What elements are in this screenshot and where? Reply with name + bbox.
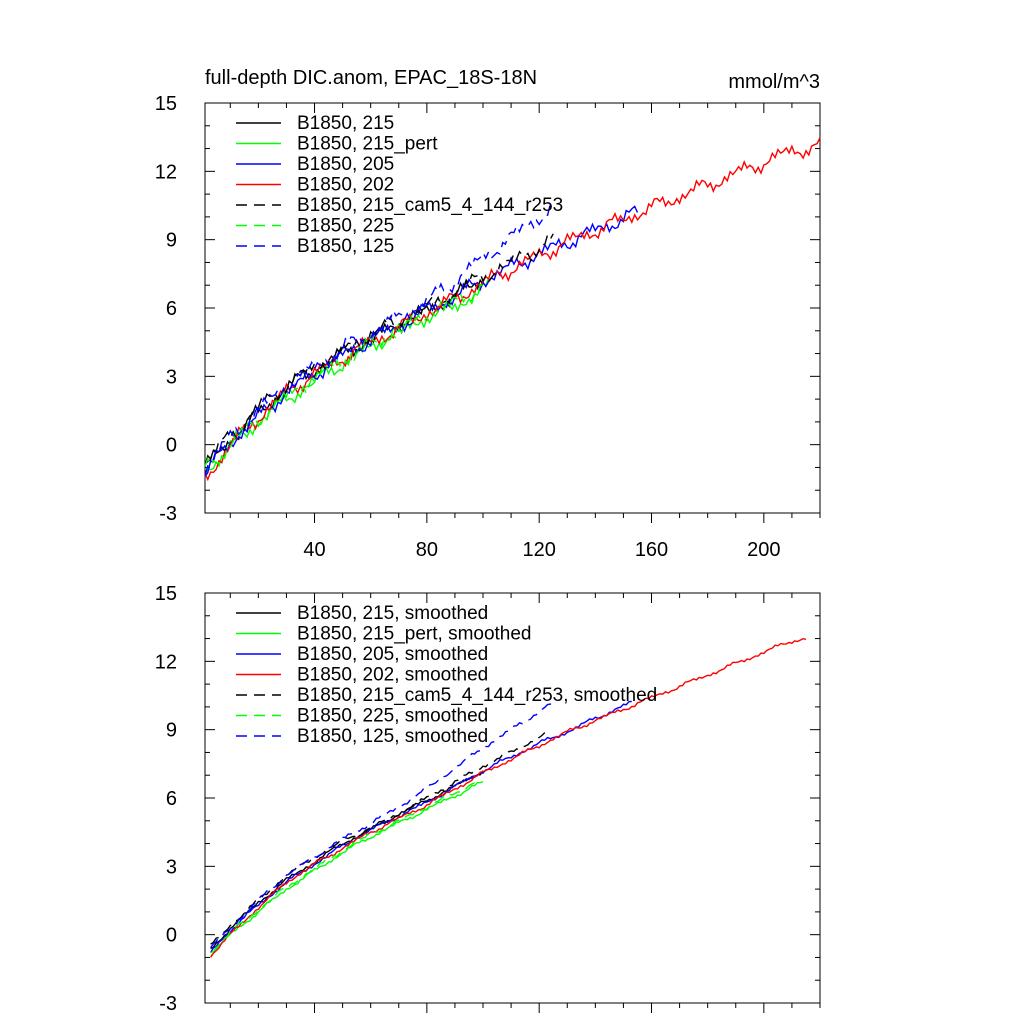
top-y-tick-label: 15 <box>155 93 177 115</box>
top-series-lines <box>204 137 821 482</box>
top-series-line-5 <box>204 232 554 465</box>
top-legend-label: B1850, 205 <box>297 154 394 175</box>
top-x-tick-label: 80 <box>416 539 438 561</box>
top-y-tick-label: 12 <box>155 161 177 183</box>
top-y-tick-label: 9 <box>166 230 177 252</box>
top-y-tick-label: 0 <box>166 435 177 457</box>
bottom-series-lines <box>209 637 807 958</box>
top-units-label: mmol/m^3 <box>728 71 820 93</box>
top-y-tick-label: 6 <box>166 298 177 320</box>
top-x-tick-label: 200 <box>747 539 780 561</box>
bottom-series-line-6 <box>210 778 478 954</box>
bottom-y-tick-label: 3 <box>166 856 177 878</box>
bottom-legend-label: B1850, 215, smoothed <box>297 603 488 624</box>
top-legend-label: B1850, 215 <box>297 113 394 134</box>
bottom-legend-label: B1850, 205, smoothed <box>297 644 488 665</box>
bottom-legend-label: B1850, 202, smoothed <box>297 665 488 686</box>
top-series-line-4 <box>204 137 821 482</box>
bottom-legend-label: B1850, 225, smoothed <box>297 706 488 727</box>
top-x-tick-label: 120 <box>522 539 555 561</box>
top-series-line-2 <box>204 277 490 477</box>
top-legend-label: B1850, 215_cam5_4_144_r253 <box>297 195 563 216</box>
bottom-legend-label: B1850, 215_pert, smoothed <box>297 624 532 645</box>
bottom-y-tick-label: 0 <box>166 925 177 947</box>
bottom-y-tick-label: 12 <box>155 651 177 673</box>
top-legend-label: B1850, 202 <box>297 175 394 196</box>
top-y-tick-label: 3 <box>166 366 177 388</box>
top-legend-label: B1850, 225 <box>297 216 394 237</box>
top-series-line-3 <box>204 205 639 478</box>
bottom-series-line-5 <box>210 732 546 945</box>
top-x-tick-label: 160 <box>635 539 668 561</box>
bottom-y-tick-label: -3 <box>159 993 177 1015</box>
top-series-line-7 <box>204 202 554 476</box>
bottom-series-line-2 <box>210 780 484 957</box>
top-panel: full-depth DIC.anom, EPAC_18S-18N mmol/m… <box>155 67 821 561</box>
bottom-ticks: -3 0 3 6 9 12 15 <box>155 583 821 1015</box>
bottom-series-line-4 <box>210 637 807 958</box>
top-chart-title: full-depth DIC.anom, EPAC_18S-18N <box>205 67 537 89</box>
bottom-legend-label: B1850, 215_cam5_4_144_r253, smoothed <box>297 685 657 706</box>
bottom-legend-label: B1850, 125, smoothed <box>297 726 488 747</box>
top-x-tick-label: 40 <box>303 539 325 561</box>
bottom-y-tick-label: 15 <box>155 583 177 605</box>
top-ticks: -3 0 3 6 9 12 15 40 80 120 160 200 <box>155 93 821 561</box>
bottom-y-tick-label: 6 <box>166 788 177 810</box>
top-y-tick-label: -3 <box>159 503 177 525</box>
top-legend-label: B1850, 125 <box>297 236 394 257</box>
top-series-line-6 <box>204 283 484 468</box>
bottom-y-tick-label: 9 <box>166 720 177 742</box>
top-legend-label: B1850, 215_pert <box>297 134 438 155</box>
